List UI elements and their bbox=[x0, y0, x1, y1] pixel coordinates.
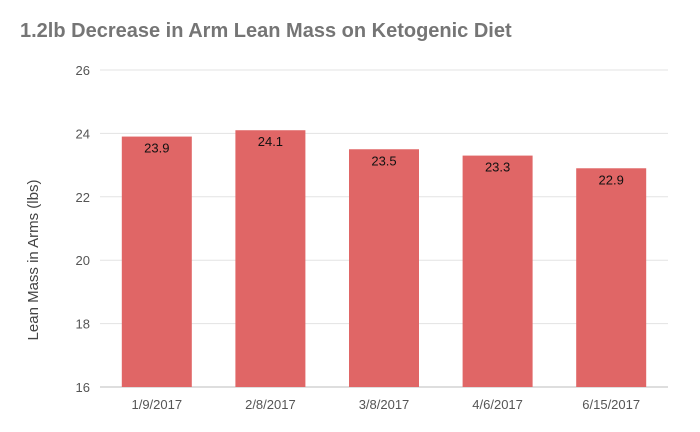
data-label: 22.9 bbox=[599, 172, 624, 187]
y-tick-label: 18 bbox=[76, 317, 90, 332]
bar-4-6-2017 bbox=[462, 155, 533, 387]
data-label: 24.1 bbox=[258, 134, 283, 149]
data-label: 23.5 bbox=[371, 153, 396, 168]
x-tick-label: 4/6/2017 bbox=[472, 397, 523, 412]
bars bbox=[121, 130, 647, 388]
y-tick-label: 20 bbox=[76, 253, 90, 268]
x-tick-label: 6/15/2017 bbox=[582, 397, 640, 412]
y-tick-label: 22 bbox=[76, 190, 90, 205]
x-axis-ticks: 1/9/2017 2/8/2017 3/8/2017 4/6/2017 6/15/201… bbox=[131, 397, 640, 412]
bar-3-8-2017 bbox=[349, 149, 419, 387]
data-labels: 23.9 24.1 23.5 23.3 22.9 bbox=[144, 134, 624, 187]
data-label: 23.3 bbox=[485, 160, 510, 175]
x-tick-label: 3/8/2017 bbox=[359, 397, 410, 412]
chart-title: 1.2lb Decrease in Arm Lean Mass on Ketog… bbox=[20, 20, 512, 42]
x-tick-label: 1/9/2017 bbox=[131, 397, 182, 412]
y-axis-ticks: 16 18 20 22 24 26 bbox=[76, 63, 90, 395]
bar-1-9-2017 bbox=[121, 136, 192, 387]
data-label: 23.9 bbox=[144, 141, 169, 156]
y-tick-label: 24 bbox=[76, 126, 90, 141]
y-tick-label: 16 bbox=[76, 380, 90, 395]
y-axis-title: Lean Mass in Arms (lbs) bbox=[25, 180, 42, 341]
bar-6-15-2017 bbox=[576, 168, 647, 387]
y-tick-label: 26 bbox=[76, 63, 90, 78]
bar-2-8-2017 bbox=[235, 130, 306, 388]
x-tick-label: 2/8/2017 bbox=[245, 397, 296, 412]
